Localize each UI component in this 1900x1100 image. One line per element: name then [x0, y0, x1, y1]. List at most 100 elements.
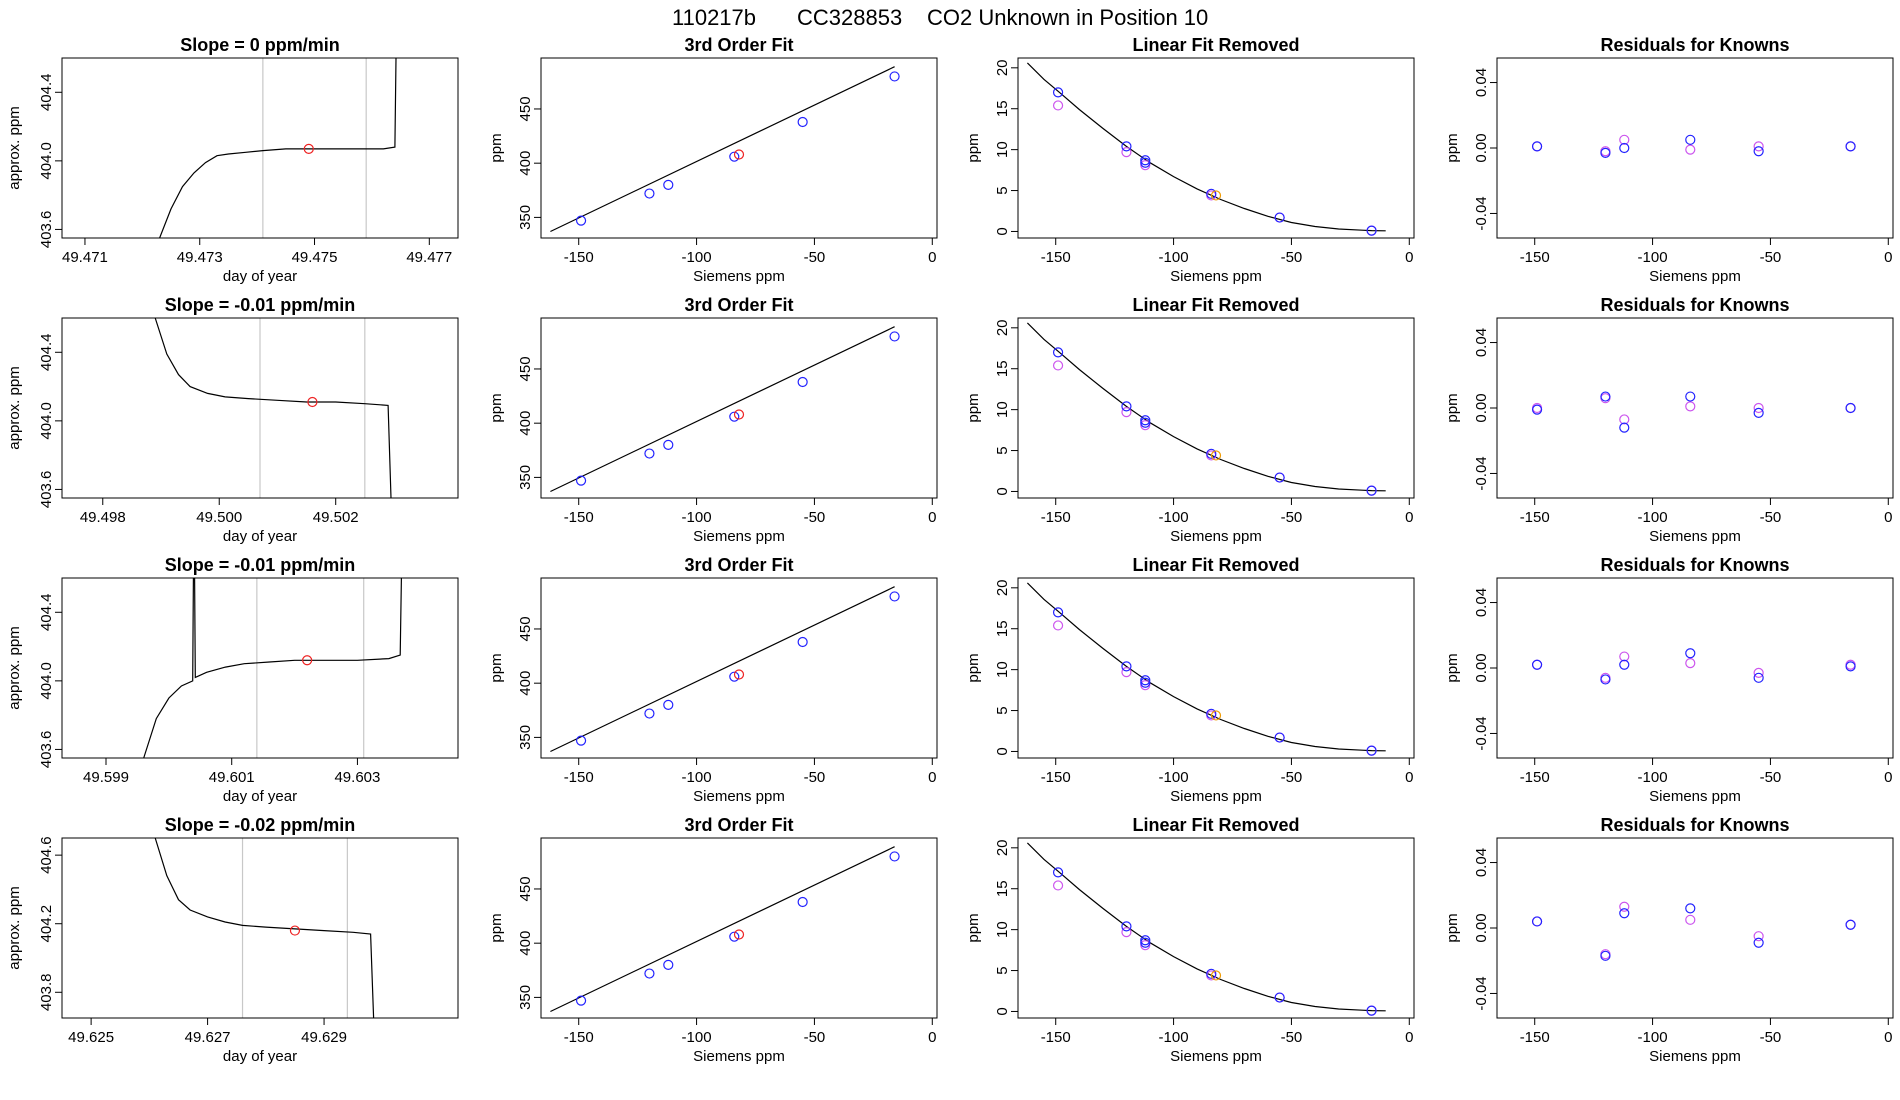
y-axis-label: approx. ppm	[6, 366, 23, 449]
unknown-point	[733, 929, 745, 940]
panel-title: 3rd Order Fit	[684, 295, 793, 315]
x-axis-label: day of year	[223, 788, 297, 805]
unknown-point	[1210, 970, 1222, 981]
alt-point-2	[1140, 420, 1151, 431]
known-point-1	[1121, 661, 1132, 672]
panel-r3-c3: Residuals for Knowns -150 -100 -50 0 -0.04 0.0…	[1444, 815, 1894, 1065]
x-tick-label-3: 0	[1405, 509, 1413, 526]
x-tick-label-0: -150	[1041, 509, 1071, 526]
y-tick-label-4: 20	[994, 579, 1011, 596]
y-tick-label-2: 0.04	[1473, 68, 1490, 97]
plot-frame	[1017, 837, 1415, 1019]
x-tick-label-3: 0	[928, 509, 936, 526]
y-tick-label-1: 400	[517, 931, 534, 956]
known-point-2	[1140, 155, 1151, 166]
known-point-0	[575, 215, 587, 226]
panel-grid: Slope = 0 ppm/min 49.471 49.473 49.475 49.47…	[6, 35, 1894, 1065]
x-tick-label-3: 0	[1884, 249, 1892, 266]
known-point-2	[1140, 935, 1151, 946]
x-tick-label-2: -50	[804, 249, 826, 266]
known-point-2	[1619, 142, 1630, 154]
fit-line	[550, 846, 895, 1013]
y-axis-label: ppm	[965, 653, 982, 682]
y-axis-label: ppm	[965, 913, 982, 942]
y-tick-label-2: 10	[994, 661, 1011, 678]
x-tick-label-1: -100	[1638, 509, 1668, 526]
y-tick-label-0: 403.6	[38, 471, 55, 509]
plot-frame	[61, 317, 459, 499]
x-tick-label-2: -50	[1760, 1029, 1782, 1046]
panel-title: Residuals for Knowns	[1600, 555, 1789, 575]
x-tick-label-1: -100	[682, 1029, 712, 1046]
plot-area	[1026, 322, 1386, 496]
y-tick-label-2: 404.4	[38, 334, 55, 372]
known-point-0	[1052, 347, 1064, 358]
panel-r0-c0: Slope = 0 ppm/min 49.471 49.473 49.475 49.47…	[6, 35, 459, 285]
fit-line	[550, 66, 895, 233]
known-point-4	[1753, 146, 1764, 157]
y-tick-label-0: 350	[517, 205, 534, 230]
plot-frame	[1017, 57, 1415, 239]
plot-area	[154, 318, 392, 498]
x-axis-label: Siemens ppm	[1170, 1048, 1262, 1065]
alt-point-4	[1753, 141, 1764, 152]
x-tick-label-1: 49.500	[196, 509, 242, 526]
panel-title: Residuals for Knowns	[1600, 35, 1789, 55]
plot-area	[1531, 134, 1856, 159]
alt-point-1	[1121, 146, 1132, 158]
known-point-0	[1052, 607, 1064, 618]
y-tick-label-0: 350	[517, 725, 534, 750]
x-axis-label: Siemens ppm	[1170, 268, 1262, 285]
unknown-point	[1210, 190, 1222, 201]
known-point-0	[575, 995, 587, 1006]
fit-curve	[1026, 582, 1386, 752]
known-point-1	[1121, 401, 1132, 412]
alt-point-2	[1140, 940, 1151, 951]
x-tick-label-1: -100	[682, 769, 712, 786]
panel-title: Slope = 0 ppm/min	[180, 35, 340, 55]
x-tick-label-2: -50	[1760, 509, 1782, 526]
y-tick-label-1: 5	[994, 706, 1011, 714]
y-axis-label: approx. ppm	[6, 106, 23, 189]
y-axis-label: ppm	[1444, 133, 1461, 162]
known-point-2	[1140, 415, 1151, 426]
y-axis-label: ppm	[1444, 913, 1461, 942]
x-tick-label-1: 49.473	[177, 249, 223, 266]
x-axis-label: Siemens ppm	[1170, 788, 1262, 805]
fit-line	[550, 326, 895, 493]
fit-curve	[1026, 62, 1386, 232]
y-tick-label-2: 450	[517, 356, 534, 381]
plot-area	[1026, 582, 1386, 756]
y-tick-label-0: -0.04	[1473, 456, 1490, 490]
x-tick-label-2: -50	[804, 509, 826, 526]
y-tick-label-2: 450	[517, 616, 534, 641]
y-tick-label-1: 0.00	[1473, 393, 1490, 422]
x-tick-label-2: 49.502	[313, 509, 359, 526]
known-point-5	[889, 71, 900, 82]
x-axis-label: Siemens ppm	[1649, 268, 1741, 285]
x-tick-label-1: -100	[1159, 1029, 1189, 1046]
x-tick-label-0: 49.625	[68, 1029, 114, 1046]
mean-point	[303, 143, 314, 154]
plot-frame	[61, 57, 459, 239]
plot-area	[1026, 842, 1386, 1016]
panel-r1-c0: Slope = -0.01 ppm/min 49.498 49.500 49.502 4…	[6, 295, 459, 545]
x-tick-label-0: -150	[564, 249, 594, 266]
y-tick-label-1: 404.0	[38, 402, 55, 440]
x-tick-label-0: -150	[1520, 769, 1550, 786]
x-tick-label-0: -150	[1520, 249, 1550, 266]
y-tick-label-2: 10	[994, 141, 1011, 158]
alt-point-2	[1140, 160, 1151, 171]
alt-point-1	[1121, 666, 1132, 678]
plot-frame	[540, 837, 938, 1019]
y-tick-label-0: 0	[994, 1007, 1011, 1015]
x-tick-label-2: -50	[1281, 509, 1303, 526]
panel-r3-c0: Slope = -0.02 ppm/min 49.625 49.627 49.629 4…	[6, 815, 459, 1065]
panel-title: Residuals for Knowns	[1600, 295, 1789, 315]
ppm-trace-line	[143, 578, 402, 758]
alt-point-2	[1140, 680, 1151, 691]
y-tick-label-2: 10	[994, 401, 1011, 418]
known-point-2	[1140, 675, 1151, 686]
y-axis-label: ppm	[488, 133, 505, 162]
